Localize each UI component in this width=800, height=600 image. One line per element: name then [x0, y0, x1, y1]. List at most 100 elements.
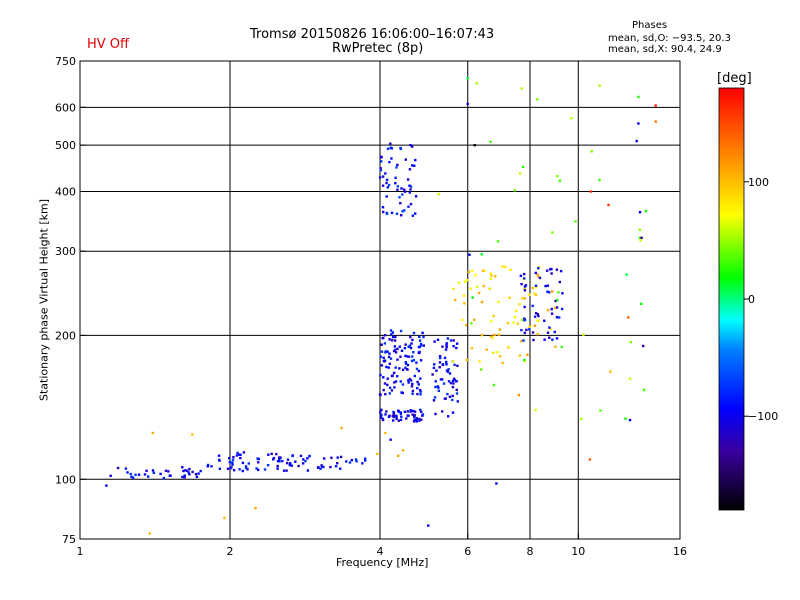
data-point: [400, 187, 403, 190]
data-point: [399, 146, 402, 150]
data-point: [521, 296, 524, 300]
data-point: [336, 456, 339, 459]
data-point: [399, 202, 402, 205]
data-point: [329, 465, 332, 469]
data-point: [381, 206, 385, 209]
data-point: [446, 337, 450, 340]
data-point: [418, 419, 421, 422]
data-point: [598, 84, 601, 87]
data-point: [404, 361, 407, 364]
data-point: [525, 328, 528, 332]
data-point: [522, 339, 525, 342]
data-point: [417, 383, 420, 386]
data-point: [388, 338, 391, 341]
data-point: [523, 285, 527, 288]
data-point: [531, 331, 535, 334]
data-point: [383, 334, 387, 337]
data-point: [334, 465, 338, 468]
data-point: [409, 346, 413, 350]
data-point: [379, 355, 383, 358]
data-point: [416, 387, 419, 390]
data-point: [410, 359, 414, 363]
data-point: [411, 355, 414, 358]
data-point: [409, 409, 412, 412]
data-point: [451, 411, 455, 414]
data-point: [432, 399, 436, 402]
data-point: [354, 458, 358, 461]
data-point: [533, 315, 537, 318]
data-point: [441, 345, 444, 348]
data-point: [290, 464, 293, 467]
data-point: [453, 363, 456, 367]
data-point: [513, 189, 516, 192]
data-point: [543, 319, 546, 322]
x-tick-label: 10: [571, 545, 585, 558]
data-point: [272, 456, 276, 460]
data-point: [379, 169, 382, 172]
data-point: [276, 464, 279, 468]
data-point: [380, 408, 383, 412]
data-point: [445, 344, 448, 347]
data-point: [427, 524, 430, 527]
data-point: [386, 377, 389, 380]
data-point: [394, 335, 397, 339]
data-point: [143, 473, 147, 476]
data-point: [394, 380, 398, 383]
data-point: [497, 300, 500, 304]
data-point: [384, 393, 387, 396]
data-point: [129, 472, 132, 476]
data-point: [394, 348, 397, 351]
data-point: [378, 176, 382, 179]
data-point: [210, 465, 213, 468]
data-point: [388, 362, 391, 365]
data-point: [285, 469, 288, 472]
data-point: [627, 316, 630, 319]
data-point: [478, 360, 481, 363]
data-point: [582, 333, 585, 336]
data-point: [523, 331, 526, 335]
data-point: [124, 467, 128, 470]
data-point: [435, 369, 438, 372]
data-point: [557, 291, 560, 294]
data-point: [554, 299, 557, 303]
data-point: [130, 475, 133, 478]
data-point: [413, 374, 416, 378]
data-point: [288, 463, 291, 467]
data-point: [294, 460, 297, 463]
data-point: [419, 344, 423, 347]
data-point: [308, 454, 311, 458]
data-point: [400, 349, 404, 352]
data-point: [461, 318, 464, 322]
data-point: [546, 308, 550, 312]
data-point: [637, 95, 640, 99]
data-point: [447, 415, 450, 418]
data-point: [386, 350, 389, 353]
data-point: [417, 369, 420, 373]
data-point: [407, 205, 410, 208]
data-point: [496, 351, 499, 354]
data-point: [441, 363, 445, 366]
data-point: [558, 316, 561, 319]
data-point: [167, 470, 170, 473]
data-point: [393, 345, 397, 348]
data-point: [390, 333, 393, 336]
data-point: [384, 350, 388, 353]
data-point: [419, 342, 423, 346]
data-point: [275, 452, 278, 456]
data-point: [517, 393, 521, 397]
data-point: [407, 355, 411, 358]
data-point: [389, 329, 393, 332]
data-point: [457, 281, 461, 284]
data-point: [401, 210, 404, 213]
x-tick-label: 4: [377, 545, 384, 558]
data-point: [408, 377, 412, 381]
data-point: [495, 482, 498, 485]
data-point: [599, 409, 602, 412]
data-point: [476, 285, 479, 288]
data-point: [403, 209, 406, 212]
data-point: [134, 473, 137, 476]
data-point: [489, 140, 492, 143]
data-point: [257, 461, 260, 464]
data-point: [642, 388, 646, 392]
data-point: [319, 467, 322, 470]
